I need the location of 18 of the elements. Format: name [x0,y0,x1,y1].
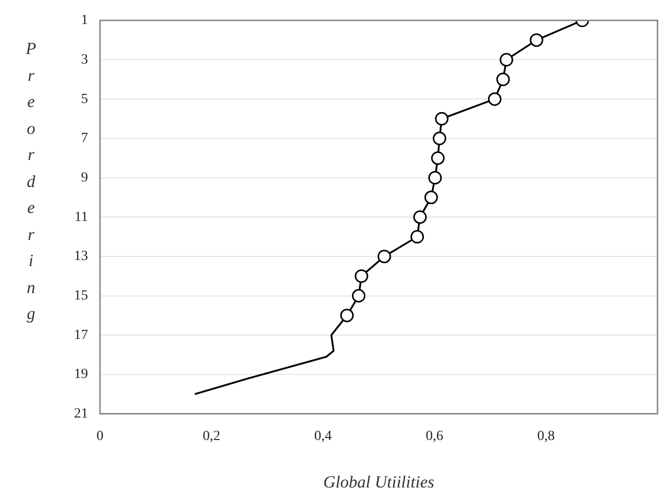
y-tick-label: 5 [81,92,88,107]
y-tick-label: 19 [74,367,88,382]
y-tick-label: 11 [74,210,88,225]
y-tick-label: 17 [74,328,88,343]
y-tick-label: 13 [74,249,88,264]
y-tick-label: 9 [81,170,88,186]
y-tick-label: 7 [81,131,88,146]
y-tick-label: 15 [74,288,88,304]
x-tick-label: 0,2 [202,428,220,444]
text: Preordering [26,39,36,323]
x-tick-label: 0,4 [314,428,332,444]
x-tick-label: 0,8 [537,428,555,444]
x-axis-title: Global Utiilities [323,472,435,492]
y-tick-label: 1 [81,13,88,28]
y-tick-label: 3 [81,52,88,68]
x-tick-label: 0,6 [426,428,444,444]
x-tick-label: 0 [96,428,104,444]
y-tick-label: 21 [74,406,88,422]
